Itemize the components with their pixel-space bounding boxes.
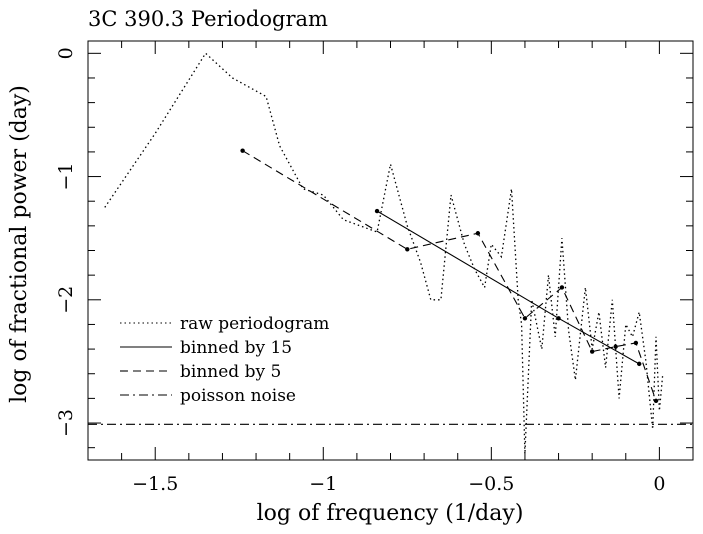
x-axis-label: log of frequency (1/day) (257, 501, 524, 526)
data-point-binned-by-5 (240, 148, 245, 153)
data-point-binned-by-5 (613, 344, 618, 349)
data-point-binned-by-15 (374, 208, 380, 214)
data-point-binned-by-15 (556, 316, 561, 321)
axis-ticks: −1.5 −1 −0.5 0 0 −1 −2 −3 (55, 41, 694, 495)
data-point-binned-by-5 (522, 316, 528, 321)
x-tick-label: −1.5 (132, 473, 178, 495)
y-tick-label: 0 (55, 47, 77, 59)
y-tick-label: −2 (55, 286, 77, 314)
data-point-binned-by-15 (637, 361, 642, 367)
y-tick-label: −3 (55, 409, 77, 437)
y-tick-label: −1 (55, 163, 77, 191)
legend-label: raw periodogram (180, 314, 329, 334)
legend: raw periodogram binned by 15 binned by 5 po… (120, 314, 329, 406)
legend-label: poisson noise (180, 386, 296, 406)
data-point-binned-by-5 (653, 398, 659, 404)
data-point-binned-by-5 (405, 247, 410, 252)
data-point-binned-by-5 (475, 231, 481, 236)
plot-frame (87, 40, 694, 461)
data-point-binned-by-5 (559, 285, 565, 290)
x-tick-label: 0 (653, 473, 665, 495)
legend-label: binned by 5 (180, 362, 281, 382)
x-tick-label: −0.5 (468, 473, 514, 495)
data-point-binned-by-5 (589, 349, 595, 354)
series-layer (88, 52, 693, 454)
legend-label: binned by 15 (180, 338, 292, 358)
data-point-binned-by-5 (633, 340, 639, 346)
x-tick-label: −1 (309, 473, 337, 495)
chart-title: 3C 390.3 Periodogram (88, 7, 328, 31)
y-axis-label: log of fractional power (day) (7, 85, 32, 403)
series-line-binned-by-5 (242, 150, 657, 401)
series-line-raw-periodogram (104, 52, 664, 454)
